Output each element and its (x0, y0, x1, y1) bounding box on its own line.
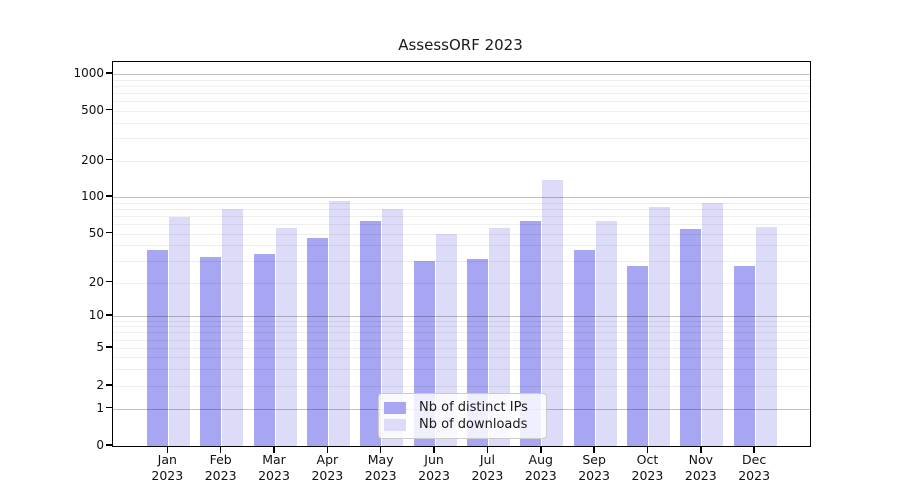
y-tick-label-50: 50 (88, 225, 104, 240)
x-tick-mark-may-2023 (379, 446, 382, 453)
x-tick-mark-oct-2023 (646, 446, 649, 453)
legend-row-nb-of-distinct-ips: Nb of distinct IPs (384, 399, 538, 416)
bar-mar-2023-nb-of-downloads (275, 227, 297, 446)
bar-feb-2023-nb-of-distinct-ips (200, 257, 222, 446)
plot-area (112, 61, 811, 447)
y-tick-mark-10 (106, 314, 112, 316)
gridline-minor-500 (113, 110, 810, 112)
x-tick-label-oct-2023: Oct 2023 (631, 452, 664, 483)
bar-feb-2023-nb-of-downloads (222, 208, 244, 446)
legend-swatch-icon (384, 401, 406, 414)
y-tick-label-500: 500 (81, 102, 104, 117)
bar-aug-2023-nb-of-downloads (542, 180, 564, 446)
bar-oct-2023-nb-of-distinct-ips (626, 266, 648, 446)
bar-jan-2023-nb-of-downloads (168, 217, 190, 446)
x-tick-mark-feb-2023 (219, 446, 222, 453)
gridline-major-100 (113, 197, 810, 199)
bar-mar-2023-nb-of-distinct-ips (253, 254, 275, 446)
legend-row-nb-of-downloads: Nb of downloads (384, 416, 538, 433)
y-tick-mark-50 (106, 231, 112, 234)
x-tick-label-jul-2023: Jul 2023 (471, 452, 504, 483)
bar-jan-2023-nb-of-distinct-ips (146, 249, 168, 446)
bar-jul-2023-nb-of-downloads (488, 227, 510, 446)
y-tick-mark-20 (106, 280, 112, 283)
y-tick-mark-200 (106, 158, 112, 161)
bar-aug-2023-nb-of-distinct-ips (520, 221, 542, 446)
bar-dec-2023-nb-of-downloads (755, 226, 777, 446)
y-tick-mark-100 (106, 195, 112, 197)
y-tick-label-0: 0 (96, 438, 104, 452)
x-tick-label-sep-2023: Sep 2023 (578, 452, 610, 483)
x-tick-label-jan-2023: Jan 2023 (151, 452, 184, 483)
gridline-minor-800 (113, 85, 810, 87)
x-tick-mark-apr-2023 (326, 446, 329, 453)
x-tick-label-feb-2023: Feb 2023 (204, 452, 237, 483)
x-tick-mark-sep-2023 (593, 446, 595, 453)
y-tick-label-5: 5 (96, 340, 104, 354)
x-tick-mark-jan-2023 (166, 446, 169, 453)
y-tick-mark-500 (106, 108, 112, 111)
bar-apr-2023-nb-of-distinct-ips (306, 237, 328, 446)
y-tick-mark-5 (106, 346, 112, 348)
x-tick-label-jun-2023: Jun 2023 (418, 452, 450, 483)
bar-dec-2023-nb-of-distinct-ips (733, 266, 755, 446)
bar-sep-2023-nb-of-downloads (595, 221, 617, 446)
gridline-minor-700 (113, 92, 810, 94)
y-tick-label-1: 1 (96, 400, 104, 415)
x-tick-mark-mar-2023 (273, 446, 275, 453)
x-tick-mark-jul-2023 (486, 446, 489, 453)
y-tick-mark-1000 (106, 72, 112, 74)
x-tick-label-aug-2023: Aug 2023 (524, 452, 557, 483)
legend-swatch-icon (384, 418, 406, 431)
gridline-minor-300 (113, 138, 810, 140)
x-tick-label-mar-2023: Mar 2023 (258, 452, 290, 483)
y-tick-mark-0 (106, 444, 112, 446)
y-tick-label-20: 20 (88, 274, 104, 289)
y-tick-label-2: 2 (96, 378, 104, 392)
gridline-minor-400 (113, 122, 810, 124)
x-tick-mark-dec-2023 (753, 446, 755, 453)
bar-jun-2023-nb-of-downloads (435, 233, 457, 446)
chart-title: AssessORF 2023 (398, 36, 523, 54)
y-tick-mark-1 (106, 406, 112, 409)
y-tick-label-10: 10 (88, 308, 104, 322)
legend-label: Nb of distinct IPs (419, 400, 528, 415)
bar-may-2023-nb-of-downloads (382, 208, 404, 446)
bar-sep-2023-nb-of-distinct-ips (573, 249, 595, 446)
x-tick-mark-nov-2023 (700, 446, 702, 453)
bar-nov-2023-nb-of-downloads (702, 202, 724, 446)
y-tick-mark-2 (106, 384, 112, 386)
x-tick-label-may-2023: May 2023 (364, 452, 397, 483)
bar-nov-2023-nb-of-distinct-ips (680, 229, 702, 446)
x-tick-label-nov-2023: Nov 2023 (684, 452, 717, 483)
legend: Nb of distinct IPs Nb of downloads (378, 393, 547, 439)
bar-apr-2023-nb-of-downloads (328, 200, 350, 446)
x-tick-label-dec-2023: Dec 2023 (738, 452, 771, 483)
x-tick-mark-jun-2023 (433, 446, 435, 453)
y-tick-label-200: 200 (81, 152, 104, 167)
gridline-minor-900 (113, 79, 810, 81)
legend-label: Nb of downloads (419, 417, 528, 432)
x-tick-mark-aug-2023 (540, 446, 542, 453)
bar-oct-2023-nb-of-downloads (648, 206, 670, 446)
y-tick-label-1000: 1000 (73, 66, 104, 80)
y-tick-label-100: 100 (81, 189, 104, 203)
gridline-minor-200 (113, 160, 810, 162)
gridline-minor-600 (113, 100, 810, 102)
x-tick-label-apr-2023: Apr 2023 (311, 452, 344, 483)
bar-may-2023-nb-of-distinct-ips (360, 221, 382, 446)
gridline-major-1000 (113, 74, 810, 76)
